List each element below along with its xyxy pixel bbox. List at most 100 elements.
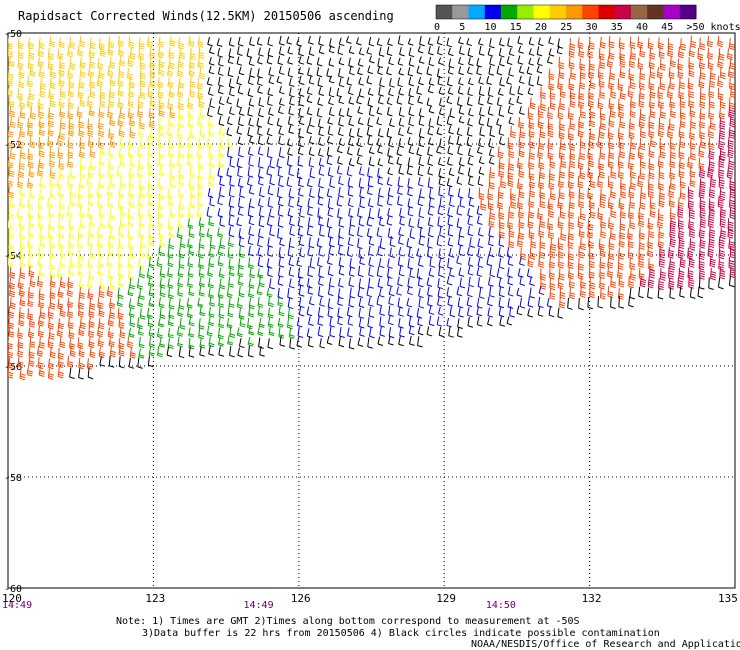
wind-barb-shaft	[407, 38, 411, 44]
wind-barb-feather	[279, 155, 285, 159]
wind-barb-shaft	[187, 136, 190, 147]
wind-barb-feather	[338, 195, 344, 198]
wind-barb-feather	[519, 135, 525, 139]
wind-barb-shaft	[689, 238, 692, 249]
wind-barb-feather	[528, 223, 534, 227]
wind-barb-feather	[578, 196, 585, 200]
wind-barb-feather	[356, 43, 362, 46]
wind-barb-feather	[159, 172, 165, 175]
wind-barb-shaft	[366, 75, 370, 83]
wind-barb-feather	[589, 68, 595, 71]
wind-barb-feather	[668, 193, 675, 196]
wind-barb-feather	[218, 123, 225, 127]
wind-barb-shaft	[248, 98, 252, 105]
wind-barb-feather	[78, 255, 85, 258]
wind-barb-feather	[48, 55, 54, 58]
wind-barb-shaft	[399, 207, 402, 217]
wind-barb-feather	[18, 171, 25, 175]
wind-barb-feather	[178, 47, 184, 50]
wind-barb-shaft	[27, 58, 30, 69]
wind-barb-feather	[699, 165, 705, 168]
wind-barb-feather	[38, 125, 45, 129]
wind-barb-shaft	[539, 195, 542, 207]
wind-barb-shaft	[337, 208, 340, 217]
wind-barb-feather	[717, 42, 724, 46]
wind-barb-shaft	[278, 247, 281, 257]
wind-barb-feather	[639, 207, 646, 210]
wind-barb-feather	[347, 174, 353, 177]
wind-barb-feather	[170, 186, 176, 189]
wind-barb-feather	[159, 197, 165, 200]
wind-barb-feather	[48, 213, 55, 217]
wind-barb-shaft	[486, 117, 490, 126]
wind-barb-shaft	[266, 55, 270, 63]
wind-barb-shaft	[678, 227, 680, 238]
wind-barb-shaft	[217, 195, 221, 204]
wind-barb-feather	[510, 133, 516, 137]
wind-barb-feather	[489, 171, 496, 175]
wind-barb-feather	[728, 229, 734, 233]
wind-barb-shaft	[588, 196, 591, 207]
wind-barb-feather	[368, 43, 375, 47]
wind-barb-feather	[599, 205, 606, 209]
wind-barb-feather	[209, 177, 215, 181]
wind-barb-feather	[346, 83, 353, 86]
wind-barb-feather	[8, 55, 13, 58]
wind-barb-feather	[118, 122, 124, 125]
wind-barb-feather	[569, 206, 575, 209]
wind-barb-feather	[108, 43, 115, 47]
wind-barb-feather	[9, 255, 15, 258]
wind-barb-shaft	[447, 76, 450, 85]
wind-barb-feather	[669, 200, 675, 204]
wind-barb-shaft	[488, 176, 491, 188]
wind-barb-feather	[498, 255, 504, 258]
wind-barb-feather	[531, 241, 537, 244]
wind-barb-feather	[610, 110, 616, 114]
wind-barb-feather	[257, 254, 263, 257]
wind-barb-shaft	[237, 177, 241, 186]
wind-barb-feather	[257, 83, 263, 86]
wind-barb-feather	[709, 214, 715, 217]
wind-barb-shaft	[278, 135, 281, 144]
wind-barb-feather	[599, 55, 605, 59]
wind-barb-shaft	[649, 196, 652, 208]
wind-barb-feather	[710, 77, 716, 80]
wind-barb-feather	[48, 132, 54, 135]
wind-barb-feather	[690, 110, 696, 114]
wind-barb-feather	[650, 215, 656, 218]
wind-barb-feather	[47, 144, 53, 148]
wind-barb-feather	[318, 223, 324, 227]
wind-barb-shaft	[416, 85, 420, 94]
wind-barb-feather	[39, 75, 45, 79]
wind-barb-feather	[18, 141, 24, 144]
wind-barb-feather	[139, 234, 145, 237]
wind-barb-shaft	[107, 235, 110, 246]
wind-barb-shaft	[178, 187, 181, 197]
wind-barb-feather	[679, 133, 685, 137]
wind-barb-feather	[719, 132, 726, 136]
wind-barb-feather	[498, 172, 505, 176]
wind-barb-feather	[48, 130, 54, 133]
wind-barb-shaft	[407, 206, 411, 215]
wind-barb-feather	[339, 43, 345, 47]
wind-barb-shaft	[487, 106, 491, 114]
wind-barb-feather	[10, 157, 16, 160]
wind-barb-feather	[257, 62, 263, 65]
wind-barb-feather	[98, 134, 104, 138]
wind-barb-shaft	[488, 226, 491, 236]
wind-barb-feather	[539, 230, 545, 234]
wind-barb-feather	[328, 174, 334, 178]
wind-barb-feather	[18, 75, 25, 79]
wind-barb-feather	[148, 204, 154, 208]
wind-barb-shaft	[398, 138, 402, 146]
wind-barb-shaft	[188, 177, 191, 188]
wind-barb-shaft	[507, 37, 510, 46]
wind-barb-shaft	[449, 108, 452, 117]
wind-barb-feather	[139, 225, 145, 228]
wind-barb-shaft	[387, 167, 391, 174]
wind-barb-feather	[169, 165, 175, 168]
wind-barb-feather	[257, 244, 263, 248]
wind-barb-shaft	[288, 197, 291, 206]
wind-barb-feather	[376, 112, 383, 115]
wind-barb-feather	[317, 84, 323, 88]
